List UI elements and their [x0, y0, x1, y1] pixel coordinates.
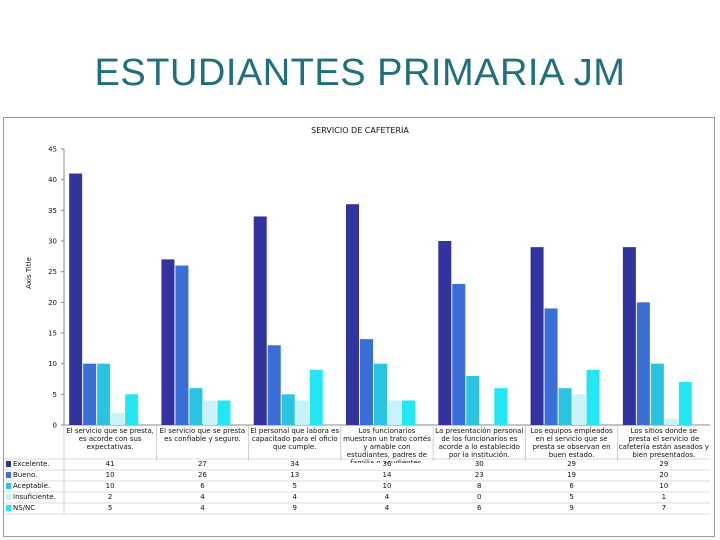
- y-tick-label: 45: [48, 146, 57, 154]
- y-tick-label: 15: [48, 330, 57, 338]
- bar: [360, 339, 373, 425]
- bar: [267, 345, 281, 425]
- bar: [189, 388, 203, 425]
- bar: [346, 204, 359, 425]
- bar: [111, 412, 125, 425]
- bar: [125, 394, 139, 425]
- bar: [309, 369, 323, 425]
- y-tick-label: 35: [48, 207, 57, 215]
- bar: [558, 388, 572, 425]
- legend-swatch: [6, 505, 11, 511]
- bar: [97, 363, 111, 425]
- y-tick-label: 5: [53, 391, 57, 399]
- bar: [203, 400, 217, 425]
- legend-swatch: [6, 483, 11, 489]
- y-tick-label: 20: [48, 299, 57, 307]
- bar: [678, 382, 692, 425]
- y-tick-label: 10: [48, 360, 57, 368]
- bar: [572, 394, 586, 425]
- bar: [161, 259, 175, 425]
- slide-title: ESTUDIANTES PRIMARIA JM: [94, 52, 626, 94]
- bar: [544, 308, 558, 425]
- bar: [175, 265, 189, 425]
- y-tick-label: 0: [53, 422, 57, 430]
- bar: [295, 400, 309, 425]
- bar: [664, 418, 678, 425]
- bar: [466, 375, 480, 425]
- bar: [374, 363, 387, 425]
- bar: [253, 216, 267, 425]
- bar: [650, 363, 664, 425]
- chart-bars: [69, 173, 692, 425]
- bar: [69, 173, 83, 425]
- y-tick-label: 40: [48, 176, 57, 184]
- bar: [217, 400, 231, 425]
- bar: [636, 302, 650, 425]
- y-tick-label: 25: [48, 268, 57, 276]
- y-axis-title: Axis Title: [25, 257, 33, 289]
- bar: [494, 388, 508, 425]
- y-tick-label: 30: [48, 238, 57, 246]
- bar: [402, 400, 415, 425]
- bar: [586, 369, 600, 425]
- chart-title: SERVICIO DE CAFETERÍA: [311, 124, 409, 135]
- bar: [388, 400, 401, 425]
- bar: [452, 283, 466, 425]
- bar: [281, 394, 295, 425]
- legend-swatch: [6, 494, 11, 500]
- legend-swatch: [6, 461, 11, 467]
- bar: [622, 247, 636, 425]
- legend-swatch: [6, 472, 11, 478]
- bar: [530, 247, 544, 425]
- bar: [83, 363, 97, 425]
- bar: [438, 241, 452, 425]
